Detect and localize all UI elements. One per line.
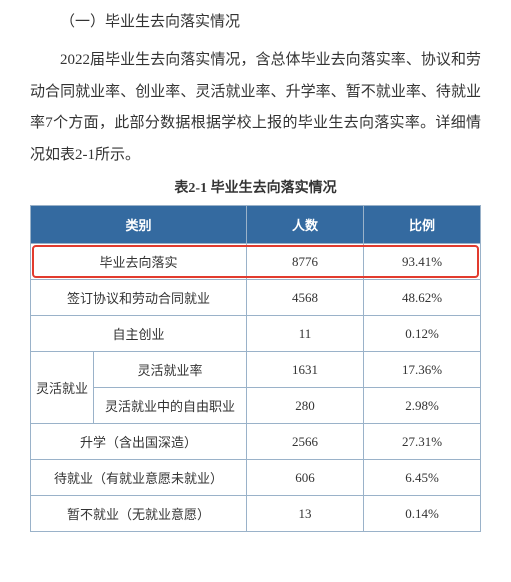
- percent-cell: 17.36%: [364, 352, 481, 388]
- count-cell: 2566: [247, 424, 364, 460]
- count-cell: 606: [247, 460, 364, 496]
- table-row: 毕业去向落实877693.41%: [31, 244, 481, 280]
- count-cell: 280: [247, 388, 364, 424]
- count-cell: 13: [247, 496, 364, 532]
- percent-cell: 0.12%: [364, 316, 481, 352]
- category-cell: 自主创业: [31, 316, 247, 352]
- category-cell: 待就业（有就业意愿未就业）: [31, 460, 247, 496]
- employment-table: 类别 人数 比例 毕业去向落实877693.41%签订协议和劳动合同就业4568…: [30, 205, 481, 532]
- percent-cell: 48.62%: [364, 280, 481, 316]
- percent-cell: 0.14%: [364, 496, 481, 532]
- col-header-count: 人数: [247, 206, 364, 244]
- paragraph: 2022届毕业生去向落实情况，含总体毕业去向落实率、协议和劳动合同就业率、创业率…: [30, 45, 481, 171]
- category-cell: 暂不就业（无就业意愿）: [31, 496, 247, 532]
- percent-cell: 93.41%: [364, 244, 481, 280]
- category-cell: 灵活就业率: [94, 352, 247, 388]
- table-caption: 表2-1 毕业生去向落实情况: [30, 177, 481, 197]
- count-cell: 1631: [247, 352, 364, 388]
- category-cell: 灵活就业中的自由职业: [94, 388, 247, 424]
- count-cell: 8776: [247, 244, 364, 280]
- table-row: 灵活就业灵活就业率163117.36%: [31, 352, 481, 388]
- table-row: 升学（含出国深造）256627.31%: [31, 424, 481, 460]
- table-header-row: 类别 人数 比例: [31, 206, 481, 244]
- section-title: （一）毕业生去向落实情况: [30, 10, 481, 31]
- col-header-category: 类别: [31, 206, 247, 244]
- count-cell: 11: [247, 316, 364, 352]
- table-row: 待就业（有就业意愿未就业）6066.45%: [31, 460, 481, 496]
- percent-cell: 27.31%: [364, 424, 481, 460]
- col-header-percent: 比例: [364, 206, 481, 244]
- table-row: 暂不就业（无就业意愿）130.14%: [31, 496, 481, 532]
- category-cell: 毕业去向落实: [31, 244, 247, 280]
- category-cell: 签订协议和劳动合同就业: [31, 280, 247, 316]
- category-cell: 升学（含出国深造）: [31, 424, 247, 460]
- table-row: 签订协议和劳动合同就业456848.62%: [31, 280, 481, 316]
- percent-cell: 2.98%: [364, 388, 481, 424]
- table-wrap: 类别 人数 比例 毕业去向落实877693.41%签订协议和劳动合同就业4568…: [30, 205, 481, 532]
- table-row: 自主创业110.12%: [31, 316, 481, 352]
- table-row: 灵活就业中的自由职业2802.98%: [31, 388, 481, 424]
- group-cell: 灵活就业: [31, 352, 94, 424]
- percent-cell: 6.45%: [364, 460, 481, 496]
- count-cell: 4568: [247, 280, 364, 316]
